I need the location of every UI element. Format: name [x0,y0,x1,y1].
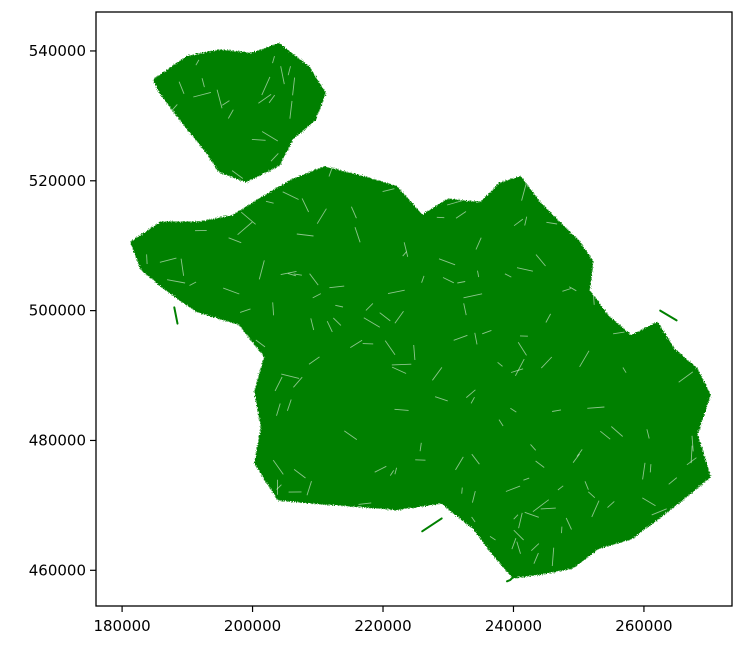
road-network-area [153,43,326,183]
road-tail-3 [173,306,179,325]
road-network-layer [130,43,711,579]
x-tick-label: 260000 [615,617,672,635]
y-tick-label: 460000 [29,561,86,579]
x-tick-label: 200000 [224,617,281,635]
x-tick-label: 180000 [93,617,150,635]
road-tail-4 [421,517,443,533]
x-axis: 180000 200000 220000 240000 260000 [93,606,673,635]
x-tick-label: 220000 [354,617,411,635]
road-tail-5 [551,277,577,289]
x-tick-label: 240000 [485,617,542,635]
y-axis: 460000 480000 500000 520000 540000 [29,42,96,579]
road-region-main-body [130,166,711,579]
road-tail-0 [130,238,169,247]
road-network-area [130,166,711,579]
road-region-north-lobe [153,43,326,183]
y-tick-label: 500000 [29,302,86,320]
axes-frame [95,11,733,607]
road-tail-1 [506,572,518,583]
street-gap-texture [169,55,296,179]
street-gap-texture [146,165,697,567]
y-tick-label: 480000 [29,431,86,449]
road-tail-2 [659,309,678,322]
y-tick-label: 520000 [29,172,86,190]
plot-area [130,43,711,583]
road-lines-layer [130,238,678,583]
y-tick-label: 540000 [29,42,86,60]
